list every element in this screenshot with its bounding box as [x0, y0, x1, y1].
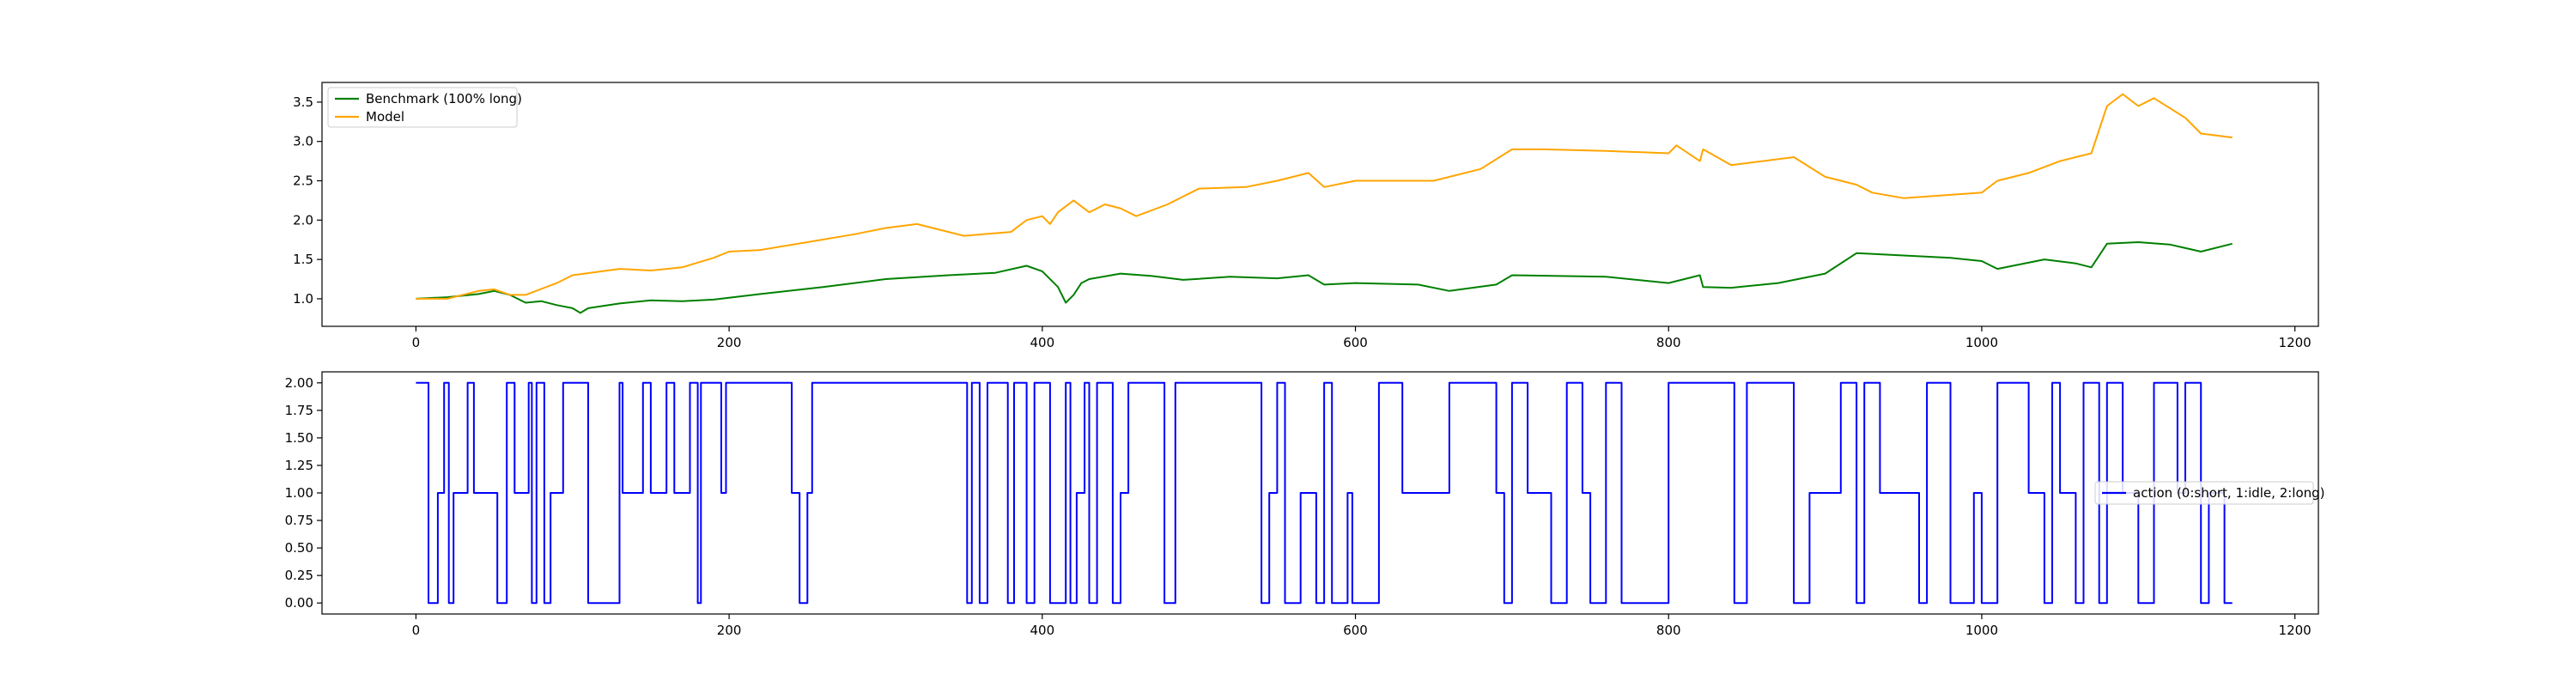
bottom-y-tick-label: 1.75: [285, 403, 313, 418]
top-x-tick-label: 800: [1656, 335, 1681, 350]
bottom-x-tick-label: 600: [1343, 623, 1368, 638]
top-chart-lines: [416, 93, 2233, 314]
top-y-tick-label: 2.0: [293, 212, 313, 228]
bottom-y-tick-label: 2.00: [285, 375, 313, 391]
bottom-y-tick-label: 0.00: [285, 595, 313, 611]
bottom-y-tick-label: 0.50: [285, 540, 313, 556]
bottom-chart-ticks: 0 200 400 600 800 1000 1200 0.00 0.25 0.50 0.75 1.0…: [285, 375, 2312, 638]
top-legend-box: [327, 87, 518, 128]
bottom-chart-lines: [416, 381, 2233, 605]
top-chart-legend: Benchmark (100% long) Model: [327, 87, 522, 128]
top-x-tick-label: 1200: [2279, 335, 2312, 350]
top-y-tick-label: 2.5: [293, 173, 313, 189]
top-y-tick-label: 3.0: [293, 134, 313, 149]
top-y-tick-label: 1.0: [293, 291, 313, 307]
top-chart-frame: [321, 82, 2319, 327]
bottom-chart-legend: action (0:short, 1:idle, 2:long): [2094, 481, 2325, 505]
top-chart: 0 200 400 600 800 1000 12001.01.52.02.53.03.5 …: [293, 82, 2319, 350]
bottom-y-tick-label: 1.25: [285, 458, 313, 473]
top-x-tick-label: 200: [717, 335, 742, 350]
top-x-tick-label: 0: [412, 335, 421, 350]
legend-label-benchmark: Benchmark (100% long): [366, 91, 522, 106]
bottom-legend-box: [2094, 481, 2314, 505]
bottom-y-tick-label: 1.50: [285, 430, 313, 446]
legend-label-action: action (0:short, 1:idle, 2:long): [2133, 485, 2325, 501]
legend-label-model: Model: [366, 109, 404, 125]
top-x-tick-label: 1000: [1965, 335, 1998, 350]
bottom-x-tick-label: 800: [1656, 623, 1681, 638]
bottom-x-tick-label: 400: [1030, 623, 1055, 638]
bottom-x-tick-label: 1000: [1965, 623, 1998, 638]
top-x-tick-label: 400: [1030, 335, 1055, 350]
bottom-chart: 0 200 400 600 800 1000 1200 0.00 0.25 0.50 0.75 1.0…: [285, 371, 2325, 638]
top-y-tick-label: 1.5: [293, 252, 313, 267]
bottom-x-tick-label: 200: [717, 623, 742, 638]
bottom-y-tick-label: 0.25: [285, 568, 313, 583]
bottom-y-tick-label: 0.75: [285, 513, 313, 528]
bottom-series-line-0: [416, 381, 2233, 605]
bottom-y-tick-label: 1.00: [285, 485, 313, 501]
top-x-tick-label: 600: [1343, 335, 1368, 350]
top-chart-ticks: 0 200 400 600 800 1000 1200 1.0 1.5 2.0 2.5 3.0 3.5: [293, 94, 2312, 350]
bottom-x-tick-label: 1200: [2279, 623, 2312, 638]
bottom-x-tick-label: 0: [412, 623, 421, 638]
top-series-line-1: [416, 93, 2233, 300]
top-y-tick-label: 3.5: [293, 94, 313, 110]
top-series-line-0: [416, 241, 2233, 314]
